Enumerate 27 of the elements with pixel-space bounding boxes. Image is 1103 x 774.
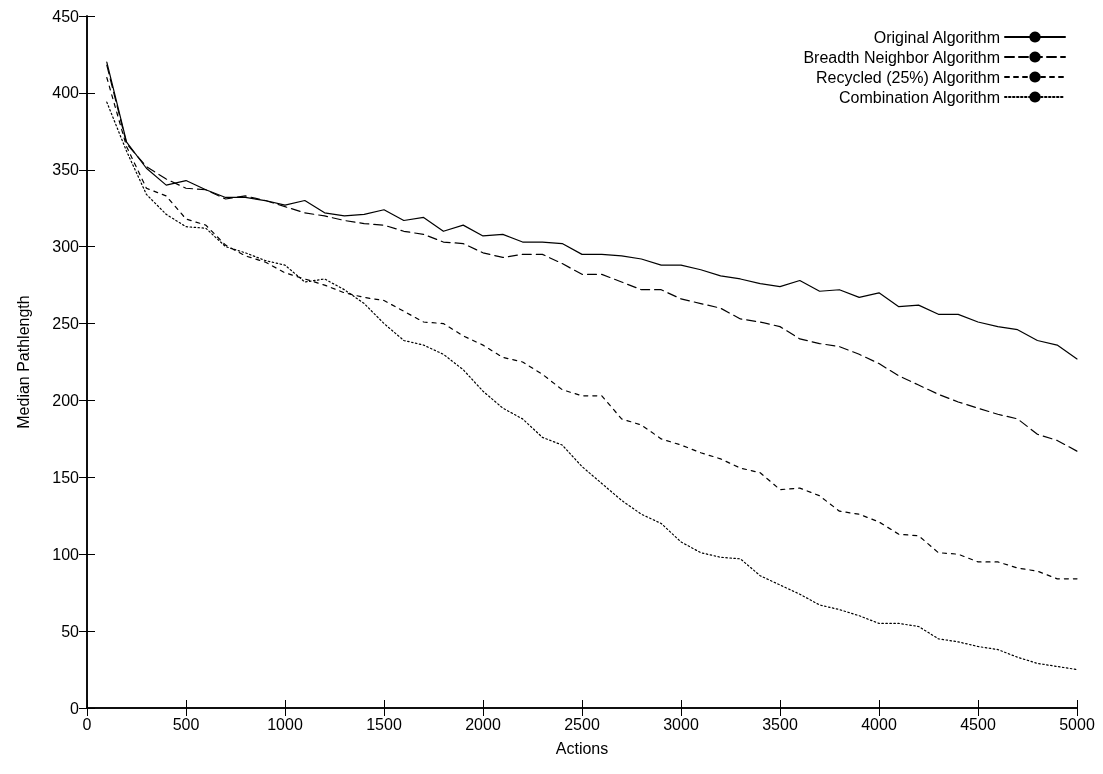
legend-label: Recycled (25%) Algorithm xyxy=(815,68,1000,86)
y-tick-label: 200 xyxy=(52,391,80,409)
y-tick-label: 0 xyxy=(70,699,80,717)
y-tick-label: 450 xyxy=(52,7,80,25)
y-tick-label: 400 xyxy=(52,84,80,102)
y-tick-label: 100 xyxy=(52,545,80,563)
x-tick-label: 3000 xyxy=(663,715,699,733)
x-tick-label: 4000 xyxy=(861,715,897,733)
y-axis-title: Median Pathlength xyxy=(14,295,32,429)
x-tick-label: 0 xyxy=(82,715,92,733)
legend-label: Breadth Neighbor Algorithm xyxy=(803,48,1000,66)
legend-label: Original Algorithm xyxy=(873,28,1000,46)
x-tick-label: 500 xyxy=(172,715,200,733)
x-tick-label: 4500 xyxy=(960,715,996,733)
y-tick-label: 250 xyxy=(52,315,80,333)
y-tick-label: 150 xyxy=(52,468,80,486)
y-tick-label: 350 xyxy=(52,161,80,179)
x-axis-title: Actions xyxy=(555,739,609,757)
x-tick-label: 3500 xyxy=(762,715,798,733)
x-tick-label: 2500 xyxy=(564,715,600,733)
x-tick-label: 5000 xyxy=(1059,715,1095,733)
x-tick-label: 2000 xyxy=(465,715,501,733)
x-tick-label: 1500 xyxy=(366,715,402,733)
y-tick-label: 300 xyxy=(52,238,80,256)
x-tick-label: 1000 xyxy=(267,715,303,733)
y-tick-label: 50 xyxy=(61,622,80,640)
legend-label: Combination Algorithm xyxy=(839,88,1000,106)
